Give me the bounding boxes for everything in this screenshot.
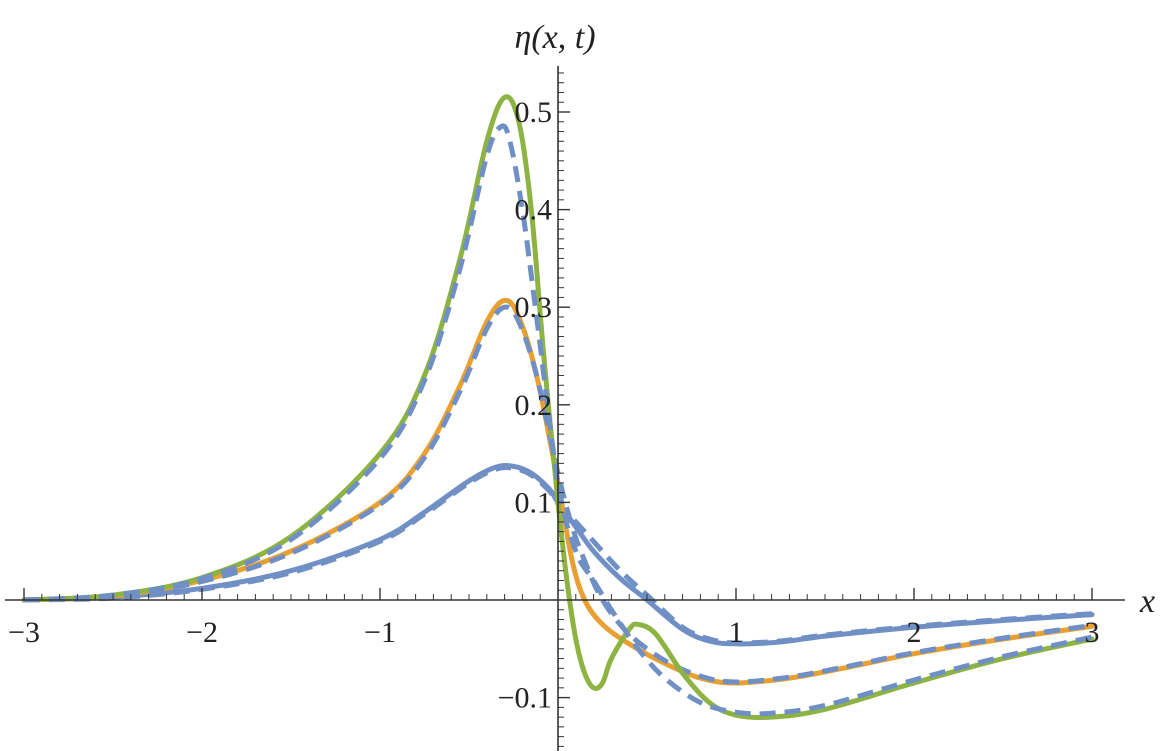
ticks-layer: −3 −2 −1 1 2 3 −0.1 0.1 0.2 0.3 0.4 0.5 xyxy=(8,72,1100,747)
y-tick-label: 0.2 xyxy=(515,389,553,422)
x-tick-label: 2 xyxy=(907,616,922,649)
x-axis-label: x xyxy=(1139,583,1155,620)
y-tick-label: 0.4 xyxy=(515,194,553,227)
y-tick-label: 0.1 xyxy=(515,486,553,519)
series-line-5-solid xyxy=(21,94,1095,721)
y-axis-label: η(x, t) xyxy=(514,19,595,56)
x-tick-label: 1 xyxy=(729,616,744,649)
y-tick-label: 0.3 xyxy=(515,291,553,324)
series-line-6-dashed xyxy=(23,123,1093,717)
x-tick-label: −3 xyxy=(8,616,40,649)
y-tick-label: 0.5 xyxy=(515,96,553,129)
y-tick-label: −0.1 xyxy=(498,682,552,715)
x-tick-label: −2 xyxy=(186,616,218,649)
x-tick-label: −1 xyxy=(364,616,396,649)
x-tick-label: 3 xyxy=(1085,616,1100,649)
